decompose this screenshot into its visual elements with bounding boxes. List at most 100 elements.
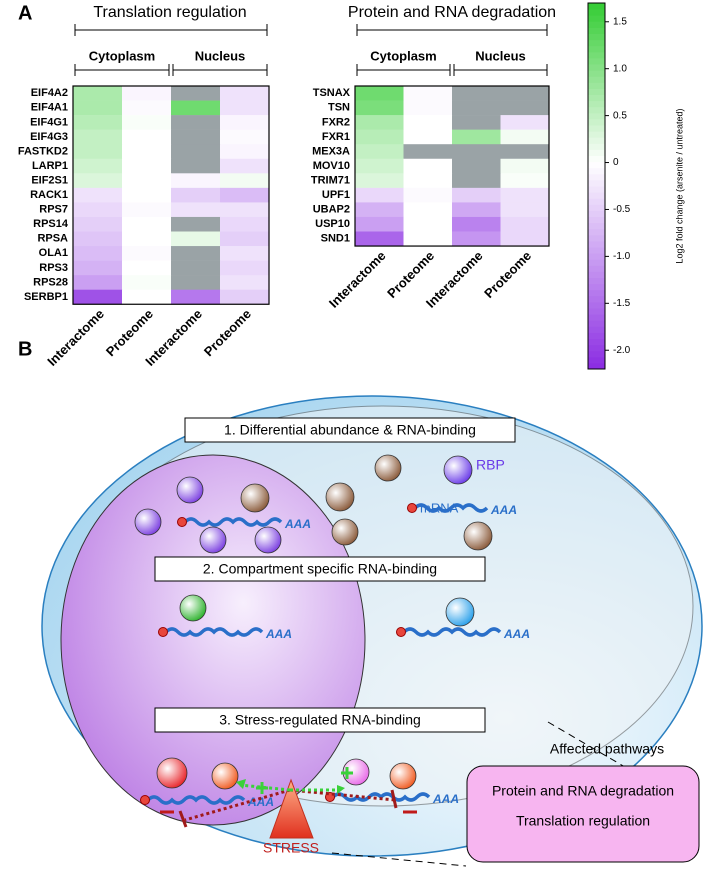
row-label: OLA1	[39, 247, 68, 259]
row-label: FXR1	[322, 131, 350, 143]
heat-cell	[122, 231, 172, 247]
plus-sign	[256, 767, 353, 794]
group-label: Cytoplasm	[89, 48, 155, 63]
heatmap-frame	[72, 85, 270, 305]
colorbar-segment	[588, 240, 605, 248]
heat-cell	[73, 86, 123, 101]
rbp-label: RBP	[476, 457, 505, 473]
heat-cell	[220, 216, 270, 232]
protein	[254, 526, 282, 554]
step-label: 3. Stress-regulated RNA-binding	[219, 712, 421, 728]
column-label: Interactome	[326, 248, 389, 311]
colorbar-segment	[588, 277, 605, 285]
heat-cell	[171, 187, 221, 203]
heat-cell	[122, 86, 172, 101]
group-label: Nucleus	[475, 48, 526, 63]
colorbar-segment	[588, 265, 605, 272]
protein	[211, 762, 239, 790]
colorbar-segment	[588, 51, 605, 59]
colorbar-segment	[588, 356, 605, 364]
regulation-arrow	[184, 788, 291, 822]
protein	[325, 482, 355, 512]
heat-cell	[403, 100, 453, 116]
colorbar-segment	[588, 131, 605, 138]
colorbar-segment	[588, 3, 605, 10]
mrna-label: mRNA	[420, 500, 459, 515]
heat-cell	[122, 289, 172, 305]
colorbar-tick-label: -1.0	[613, 251, 631, 262]
colorbar-tick-label: 1.0	[613, 63, 627, 74]
colorbar-segment	[588, 192, 605, 199]
cap	[177, 517, 187, 527]
leader	[331, 852, 467, 867]
bracket	[172, 64, 268, 76]
mrna	[402, 627, 502, 637]
pathways-title: Affected pathways	[550, 741, 664, 757]
row-label: TSNAX	[313, 87, 351, 99]
colorbar-segment	[588, 137, 605, 144]
colorbar-segment	[588, 234, 605, 242]
heat-cell	[355, 129, 404, 145]
heat-cell	[355, 115, 404, 130]
row-label: RPS7	[39, 204, 68, 216]
inhibit-bar	[178, 789, 398, 828]
colorbar-segment	[588, 179, 605, 187]
colorbar-segment	[588, 204, 605, 211]
protein	[331, 518, 359, 546]
colorbar-segment	[588, 155, 605, 163]
heat-cell	[355, 158, 404, 174]
stress-triangle	[269, 778, 314, 839]
row-label: FXR2	[322, 116, 350, 128]
cap	[158, 627, 168, 637]
group-label: Cytoplasm	[370, 48, 436, 63]
colorbar-segment	[588, 350, 605, 358]
heat-cell	[171, 202, 221, 218]
heat-cell	[171, 231, 221, 247]
row-label: MOV10	[313, 160, 350, 172]
heat-cell	[355, 173, 404, 189]
pathway-box	[466, 765, 700, 863]
colorbar-segment	[588, 271, 605, 278]
protein	[156, 757, 188, 789]
heat-cell	[122, 246, 172, 261]
colorbar-segment	[588, 344, 605, 352]
pathway: Protein and RNA degradation	[492, 783, 674, 799]
heat-cell	[403, 158, 453, 174]
colorbar-segment	[588, 143, 605, 150]
heat-cell	[122, 187, 172, 203]
heat-cell	[452, 216, 501, 232]
colorbar-segment	[588, 186, 605, 193]
missing-cell	[452, 86, 501, 101]
colorbar-segment	[588, 88, 605, 95]
colorbar-frame	[587, 2, 606, 370]
colorbar-tick-label: 1.5	[613, 16, 627, 27]
heat-cell	[500, 158, 550, 174]
protein	[443, 455, 473, 485]
missing-cell	[452, 115, 501, 130]
colorbar-segment	[588, 295, 605, 303]
colorbar-segment	[588, 9, 605, 16]
colorbar-segment	[588, 320, 605, 327]
heat-cell	[452, 187, 501, 203]
missing-cell	[452, 158, 501, 174]
heat-cell	[73, 202, 123, 218]
row-label: TRIM71	[311, 174, 350, 186]
missing-cell	[171, 246, 221, 261]
heat-cell	[73, 216, 123, 232]
heat-cell	[355, 100, 404, 116]
heatmap-frame	[354, 85, 550, 247]
colorbar-segment	[588, 173, 605, 181]
heat-cell	[122, 202, 172, 218]
row-label: EIF4G3	[30, 131, 68, 143]
colorbar-segment	[588, 326, 605, 333]
row-label: EIF4A2	[31, 87, 68, 99]
colorbar-segment	[588, 167, 605, 175]
colorbar-segment	[588, 308, 605, 315]
heat-cell	[403, 231, 453, 247]
heatmap-title: Translation regulation	[93, 4, 246, 21]
panel-label: B	[18, 338, 32, 360]
heat-cell	[355, 216, 404, 232]
heat-cell	[355, 86, 404, 101]
heat-cell	[220, 187, 270, 203]
